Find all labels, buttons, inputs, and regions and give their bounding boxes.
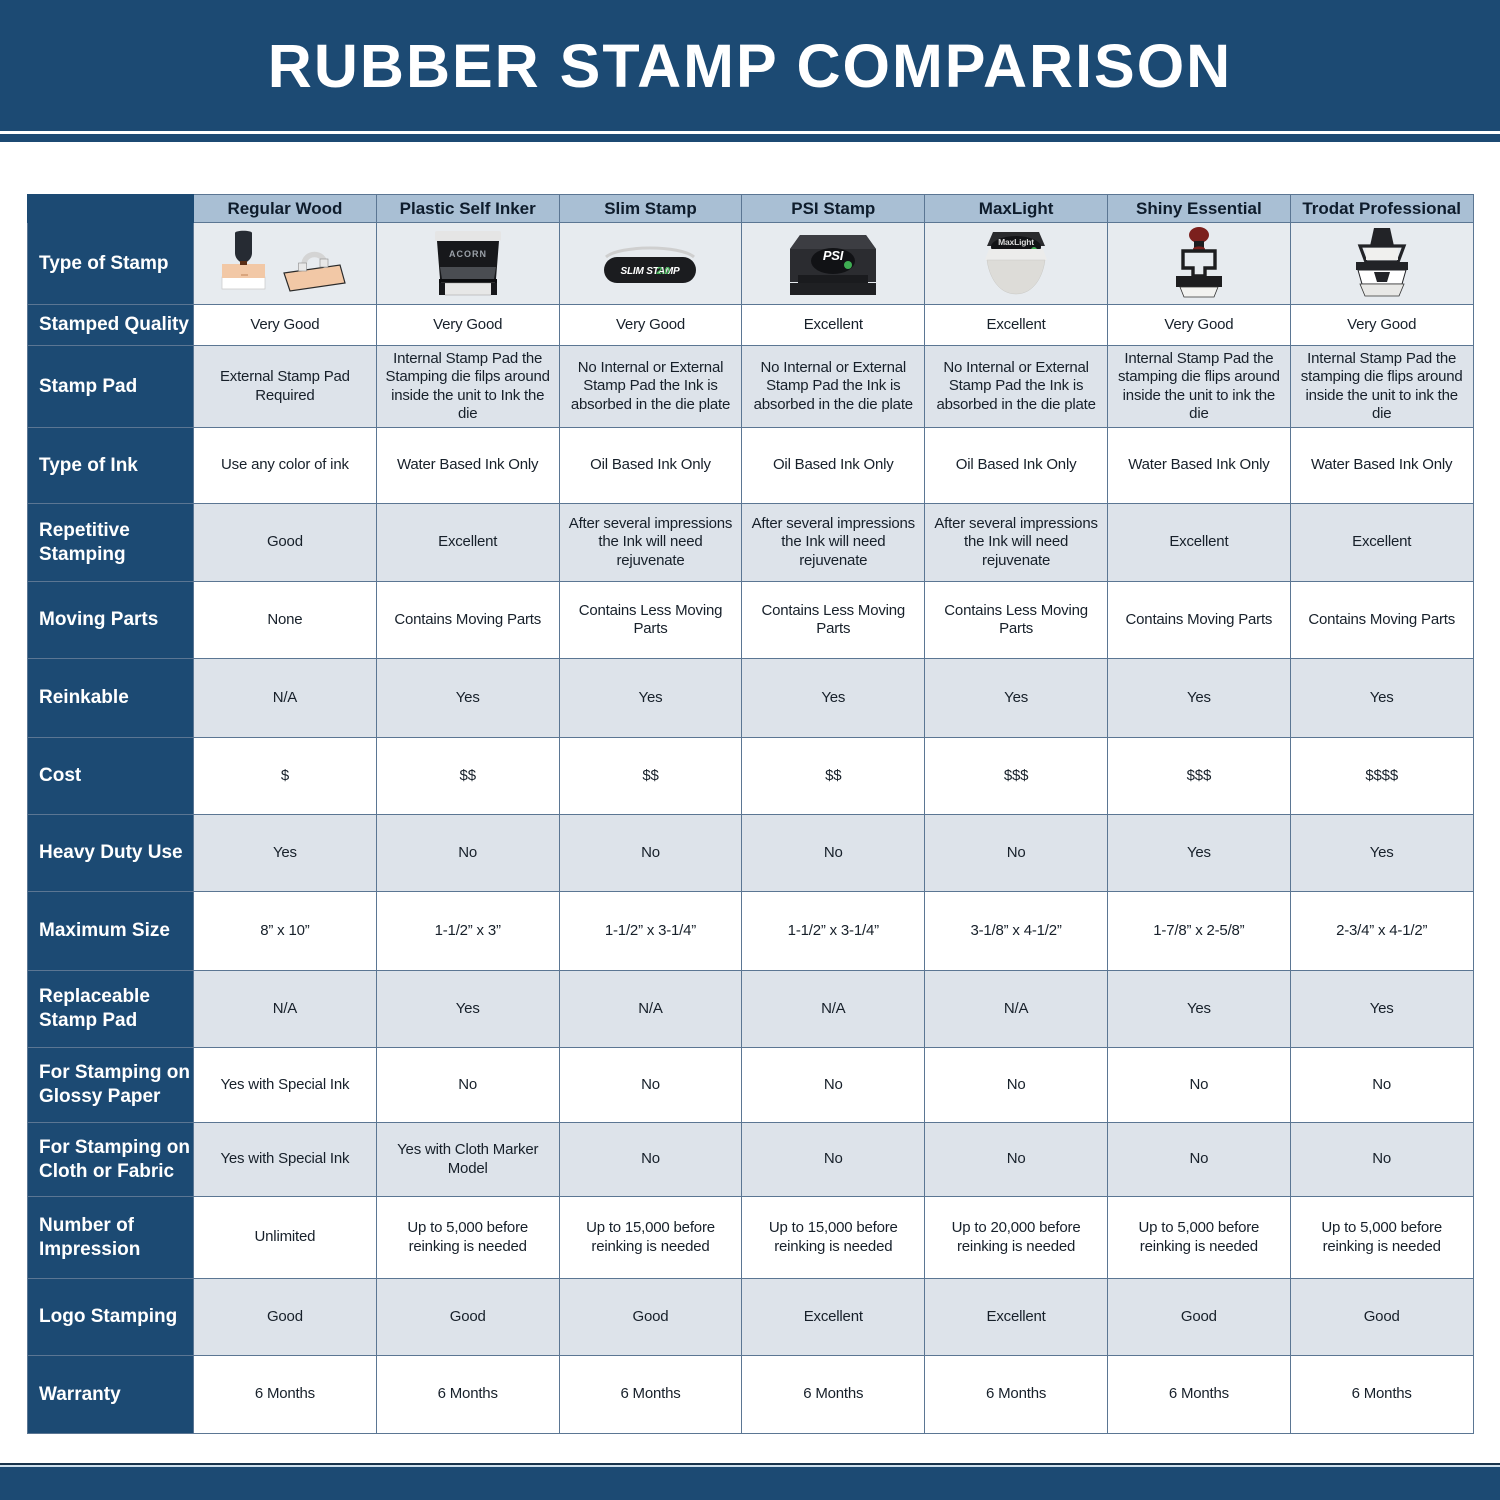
svg-text:MaxLight: MaxLight [998, 237, 1034, 247]
svg-text:2.0: 2.0 [656, 266, 671, 277]
svg-text:SLIM STAMP: SLIM STAMP [621, 266, 680, 277]
svg-text:ACORN: ACORN [449, 249, 487, 259]
svg-text:PSI: PSI [823, 248, 844, 263]
